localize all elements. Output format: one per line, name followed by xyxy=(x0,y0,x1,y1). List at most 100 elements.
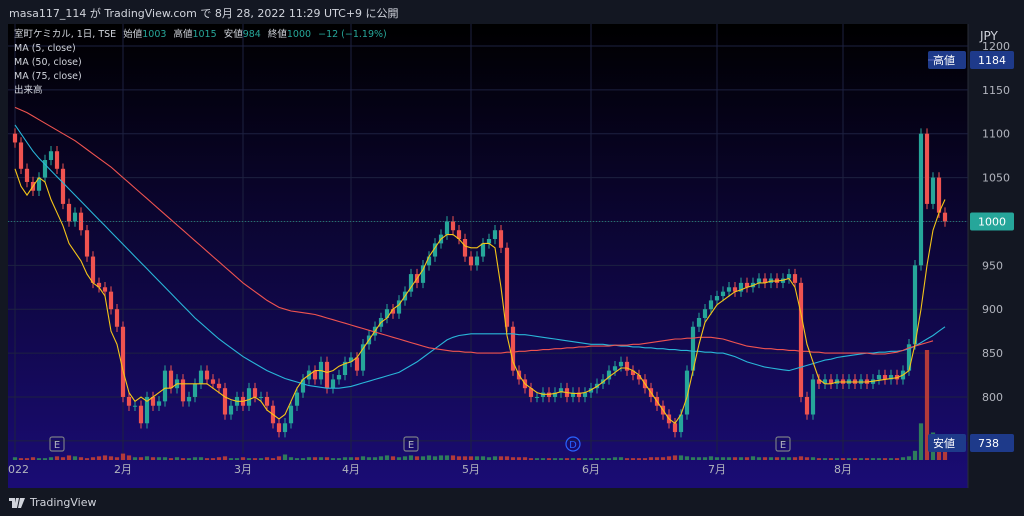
price-tick-label: 950 xyxy=(982,259,1003,272)
tradingview-logo[interactable]: TradingView xyxy=(9,496,96,509)
candle-body xyxy=(126,396,132,406)
volume-bar xyxy=(906,456,912,460)
candle-body xyxy=(528,388,534,397)
candle-body xyxy=(504,247,510,327)
legend-ma75[interactable]: MA (75, close) xyxy=(14,71,82,82)
volume-bar xyxy=(660,457,666,460)
volume-bar xyxy=(750,456,756,460)
earnings-marker[interactable] xyxy=(775,436,791,452)
candle-body xyxy=(192,383,198,397)
volume-bar xyxy=(450,455,456,460)
candle-body xyxy=(696,317,702,327)
candle-body xyxy=(330,379,336,389)
candle-body xyxy=(204,370,210,380)
candle-body xyxy=(222,388,228,415)
time-axis-label: 7月 xyxy=(708,463,726,476)
volume-bar xyxy=(462,456,468,460)
volume-bar xyxy=(384,455,390,460)
volume-bar xyxy=(786,457,792,460)
candle-body xyxy=(66,203,72,222)
candle-body xyxy=(180,379,186,402)
volume-bar xyxy=(372,457,378,460)
candle-body xyxy=(480,243,486,257)
volume-bar xyxy=(840,458,846,460)
earnings-marker[interactable] xyxy=(49,436,65,452)
candle-body xyxy=(162,370,168,402)
volume-bar xyxy=(258,458,264,460)
candle-body xyxy=(246,388,252,406)
candle-body xyxy=(150,396,156,406)
volume-bar xyxy=(186,458,192,460)
price-axis-background xyxy=(968,24,1016,488)
candle-body xyxy=(390,309,396,314)
candle-body xyxy=(12,133,18,143)
volume-bar xyxy=(492,456,498,460)
candle-body xyxy=(804,396,810,415)
volume-bar xyxy=(246,458,252,460)
volume-bar xyxy=(924,350,930,460)
candle-body xyxy=(618,361,624,367)
volume-bar xyxy=(606,458,612,460)
earnings-marker[interactable] xyxy=(403,436,419,452)
candle-body xyxy=(294,392,300,406)
dividend-marker[interactable] xyxy=(565,436,581,452)
close-label: 終値 xyxy=(267,29,287,40)
volume-bar xyxy=(348,457,354,460)
price-chart-svg[interactable]: 12001150110010501000950900850800750JPY高値… xyxy=(8,24,1016,488)
candle-body xyxy=(510,326,516,371)
volume-bar xyxy=(678,455,684,460)
volume-bar xyxy=(42,458,48,460)
change-value: −12 (−1.19%) xyxy=(318,29,387,40)
volume-bar xyxy=(630,458,636,460)
candle-body xyxy=(18,142,24,169)
candle-body xyxy=(534,396,540,398)
volume-bar xyxy=(522,457,528,460)
low-badge-value-bg xyxy=(970,434,1014,452)
legend-ma5[interactable]: MA (5, close) xyxy=(14,43,76,54)
top-bar: masa117_114 が TradingView.com で 8月 28, 2… xyxy=(0,0,1024,24)
volume-bar xyxy=(342,457,348,460)
volume-bar xyxy=(534,458,540,460)
volume-bar xyxy=(294,458,300,460)
legend-symbol-row: 室町ケミカル, 1日, TSE 始値1003 高値1015 安値984 終値10… xyxy=(14,28,387,42)
volume-bar xyxy=(768,457,774,460)
volume-bar xyxy=(672,455,678,460)
volume-bar xyxy=(642,458,648,460)
volume-bar xyxy=(576,458,582,460)
volume-bar xyxy=(834,458,840,460)
candle-body xyxy=(324,361,330,389)
candle-body xyxy=(714,296,720,301)
volume-bar xyxy=(318,457,324,460)
time-axis-label: 6月 xyxy=(582,463,600,476)
candle-body xyxy=(786,274,792,279)
candle-body xyxy=(918,133,924,266)
volume-bar xyxy=(894,458,900,460)
legend-ma50[interactable]: MA (50, close) xyxy=(14,57,82,68)
candle-body xyxy=(606,370,612,380)
volume-bar xyxy=(504,456,510,460)
volume-bar xyxy=(66,455,72,460)
volume-bar xyxy=(624,458,630,460)
legend-volume[interactable]: 出来高 xyxy=(14,85,43,96)
candle-body xyxy=(576,392,582,397)
candle-body xyxy=(342,361,348,376)
volume-bar xyxy=(216,457,222,460)
volume-bar xyxy=(690,457,696,460)
event-marker-label: E xyxy=(780,440,786,451)
close-value: 1000 xyxy=(286,29,312,40)
volume-bar xyxy=(564,458,570,460)
volume-bar xyxy=(126,455,132,460)
volume-bar xyxy=(900,457,906,460)
chart-legend: 室町ケミカル, 1日, TSE 始値1003 高値1015 安値984 終値10… xyxy=(14,28,387,98)
volume-bar xyxy=(816,458,822,460)
volume-bar xyxy=(210,458,216,460)
price-tick-label: 900 xyxy=(982,303,1003,316)
volume-bar xyxy=(528,458,534,460)
chart-area[interactable]: 室町ケミカル, 1日, TSE 始値1003 高値1015 安値984 終値10… xyxy=(8,24,1016,488)
candle-body xyxy=(54,151,60,169)
candle-body xyxy=(96,282,102,288)
volume-bar xyxy=(120,453,126,460)
symbol-label[interactable]: 室町ケミカル, 1日, TSE xyxy=(14,29,117,40)
candle-body xyxy=(486,239,492,244)
volume-bar xyxy=(132,457,138,460)
